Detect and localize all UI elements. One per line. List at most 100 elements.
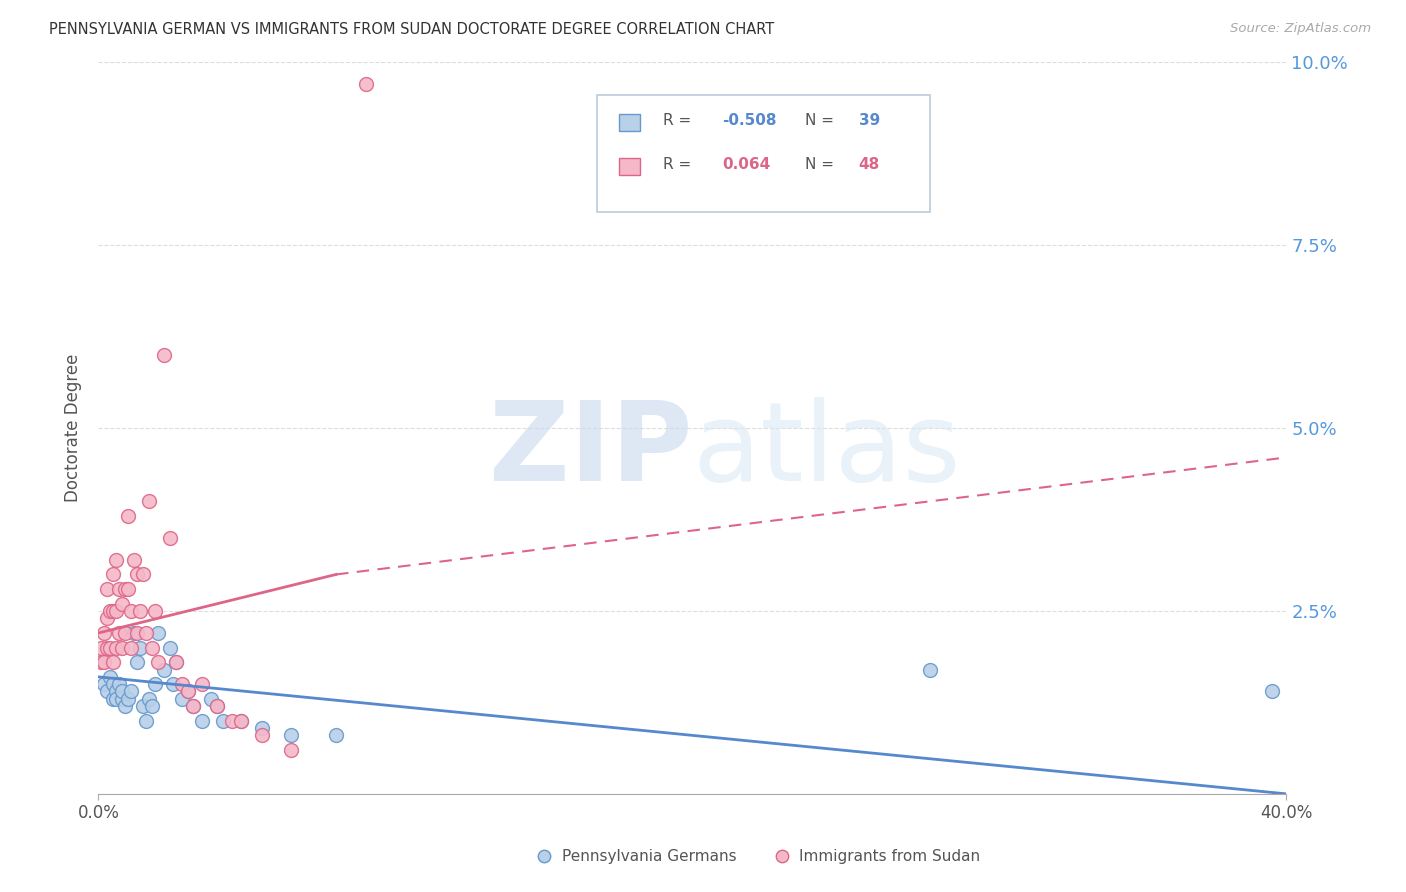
Point bbox=[114, 582, 136, 596]
Point bbox=[143, 604, 166, 618]
Text: 0.064: 0.064 bbox=[723, 157, 770, 172]
Point bbox=[103, 691, 125, 706]
Text: -0.508: -0.508 bbox=[723, 113, 776, 128]
Text: N =: N = bbox=[806, 113, 839, 128]
Point bbox=[221, 714, 243, 728]
Point bbox=[191, 677, 214, 691]
Point bbox=[170, 677, 193, 691]
Point bbox=[96, 684, 118, 698]
Point bbox=[90, 640, 112, 655]
Point bbox=[108, 582, 131, 596]
Text: R =: R = bbox=[662, 157, 700, 172]
Point bbox=[96, 582, 118, 596]
Text: ZIP: ZIP bbox=[489, 397, 693, 504]
Point bbox=[135, 714, 157, 728]
FancyBboxPatch shape bbox=[598, 95, 931, 212]
Point bbox=[114, 626, 136, 640]
Point bbox=[125, 626, 148, 640]
Point bbox=[229, 714, 252, 728]
FancyBboxPatch shape bbox=[619, 158, 640, 175]
Point bbox=[103, 567, 125, 582]
Point bbox=[191, 714, 214, 728]
Point bbox=[117, 508, 139, 523]
Point bbox=[200, 691, 222, 706]
Point bbox=[229, 714, 252, 728]
Point bbox=[111, 597, 134, 611]
Point bbox=[117, 691, 139, 706]
Text: 39: 39 bbox=[859, 113, 880, 128]
Point bbox=[176, 684, 198, 698]
Point bbox=[280, 743, 302, 757]
Point bbox=[159, 640, 181, 655]
Point bbox=[152, 663, 174, 677]
Point bbox=[98, 604, 121, 618]
Point bbox=[105, 553, 128, 567]
Point bbox=[105, 604, 128, 618]
Point bbox=[114, 699, 136, 714]
Point bbox=[103, 677, 125, 691]
Text: 48: 48 bbox=[859, 157, 880, 172]
Point bbox=[920, 663, 942, 677]
Text: atlas: atlas bbox=[693, 397, 960, 504]
Point bbox=[138, 691, 160, 706]
FancyBboxPatch shape bbox=[619, 114, 640, 131]
Text: N =: N = bbox=[806, 157, 839, 172]
Point bbox=[135, 626, 157, 640]
Text: R =: R = bbox=[662, 113, 696, 128]
Point bbox=[325, 728, 347, 742]
Point bbox=[120, 684, 142, 698]
Point bbox=[162, 677, 184, 691]
Point bbox=[143, 677, 166, 691]
Point bbox=[105, 640, 128, 655]
Point bbox=[93, 677, 115, 691]
Point bbox=[105, 684, 128, 698]
Point bbox=[207, 699, 229, 714]
Point bbox=[96, 640, 118, 655]
Text: Pennsylvania Germans: Pennsylvania Germans bbox=[562, 848, 737, 863]
Point bbox=[98, 670, 121, 684]
Point bbox=[146, 626, 169, 640]
Text: Immigrants from Sudan: Immigrants from Sudan bbox=[800, 848, 980, 863]
Point bbox=[250, 721, 273, 735]
Y-axis label: Doctorate Degree: Doctorate Degree bbox=[65, 354, 83, 502]
Point bbox=[1260, 684, 1282, 698]
Point bbox=[183, 699, 205, 714]
Point bbox=[354, 78, 377, 92]
Point bbox=[111, 684, 134, 698]
Point bbox=[165, 655, 187, 669]
Point bbox=[117, 582, 139, 596]
Point bbox=[111, 640, 134, 655]
Point bbox=[183, 699, 205, 714]
Text: PENNSYLVANIA GERMAN VS IMMIGRANTS FROM SUDAN DOCTORATE DEGREE CORRELATION CHART: PENNSYLVANIA GERMAN VS IMMIGRANTS FROM S… bbox=[49, 22, 775, 37]
Point bbox=[250, 728, 273, 742]
Point bbox=[96, 611, 118, 625]
Point bbox=[141, 640, 163, 655]
Point bbox=[138, 494, 160, 508]
Point bbox=[103, 604, 125, 618]
Point bbox=[159, 531, 181, 545]
Point bbox=[122, 626, 145, 640]
Point bbox=[141, 699, 163, 714]
Point bbox=[165, 655, 187, 669]
Point bbox=[122, 553, 145, 567]
Point bbox=[108, 626, 131, 640]
Point bbox=[125, 655, 148, 669]
Point bbox=[93, 655, 115, 669]
Point bbox=[108, 677, 131, 691]
Point bbox=[111, 691, 134, 706]
Point bbox=[105, 691, 128, 706]
Point bbox=[176, 684, 198, 698]
Point bbox=[280, 728, 302, 742]
Point bbox=[98, 640, 121, 655]
Point bbox=[170, 691, 193, 706]
Point bbox=[132, 567, 155, 582]
Point bbox=[212, 714, 235, 728]
Point bbox=[103, 655, 125, 669]
Point bbox=[129, 604, 152, 618]
Point bbox=[90, 655, 112, 669]
Text: Source: ZipAtlas.com: Source: ZipAtlas.com bbox=[1230, 22, 1371, 36]
Point bbox=[129, 640, 152, 655]
Point bbox=[120, 640, 142, 655]
Point bbox=[132, 699, 155, 714]
Point bbox=[125, 567, 148, 582]
